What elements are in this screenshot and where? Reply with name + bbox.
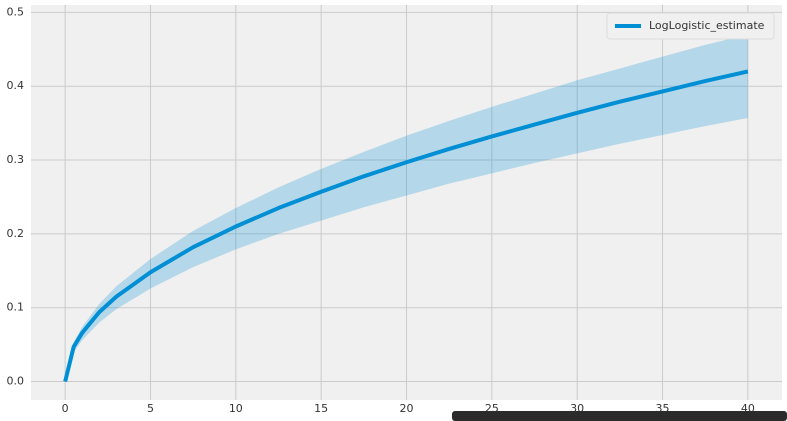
y-tick-label: 0.1 (7, 301, 25, 314)
y-tick-label: 0.2 (7, 227, 25, 240)
overlay-bar (452, 411, 787, 421)
y-tick-label: 0.3 (7, 153, 25, 166)
y-tick-label: 0.0 (7, 375, 25, 388)
legend-box (606, 12, 775, 40)
confidence-band (65, 34, 748, 382)
x-tick-label: 15 (314, 402, 328, 415)
x-tick-label: 0 (62, 402, 69, 415)
y-tick-label: 0.4 (7, 79, 25, 92)
x-tick-label: 10 (229, 402, 243, 415)
x-tick-label: 5 (147, 402, 154, 415)
y-tick-label: 0.5 (7, 5, 25, 18)
x-tick-label: 20 (400, 402, 414, 415)
legend-label: LogLogistic_estimate (649, 19, 765, 32)
line (63, 69, 749, 383)
